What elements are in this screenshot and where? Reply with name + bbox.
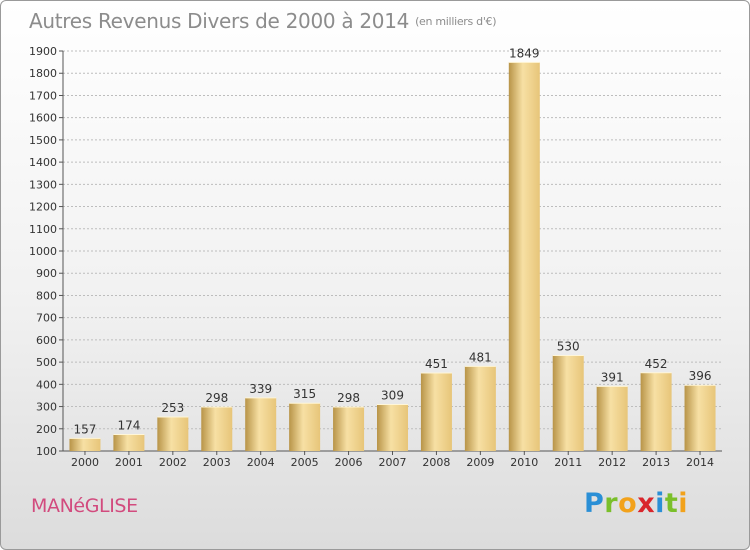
y-tick-label: 1600 [29, 112, 57, 125]
bar-value-label: 298 [337, 391, 360, 405]
bar-value-label: 298 [205, 391, 228, 405]
bar [420, 373, 452, 451]
bar [552, 355, 584, 451]
x-tick-label: 2000 [71, 456, 99, 469]
chart-title: Autres Revenus Divers de 2000 à 2014 (en … [29, 9, 497, 33]
x-tick-label: 2014 [686, 456, 714, 469]
proxiti-logo[interactable]: Proxiti [584, 488, 688, 519]
x-tick-label: 2011 [554, 456, 582, 469]
bar-value-label: 174 [117, 419, 140, 433]
logo-letter: i [678, 488, 689, 519]
y-tick-label: 1700 [29, 89, 57, 102]
chart-subtitle: (en milliers d'€) [415, 15, 497, 28]
logo-letter: P [584, 488, 605, 519]
logo-letter: i [655, 488, 665, 519]
bar [289, 403, 321, 451]
bar-value-label: 315 [293, 387, 316, 401]
chart-title-text: Autres Revenus Divers de 2000 à 2014 [29, 9, 410, 33]
y-tick-label: 100 [36, 445, 57, 458]
bar [201, 407, 233, 451]
bar-value-label: 451 [425, 357, 448, 371]
bar [245, 397, 277, 451]
y-tick-label: 1500 [29, 134, 57, 147]
x-tick-label: 2002 [159, 456, 187, 469]
commune-name: MANéGLISE [31, 495, 138, 517]
bar [377, 404, 408, 451]
x-tick-label: 2009 [466, 456, 494, 469]
y-tick-label: 1400 [29, 156, 57, 169]
y-tick-label: 1300 [29, 178, 57, 191]
bar-value-label: 396 [689, 369, 712, 383]
y-tick-label: 600 [36, 334, 57, 347]
bar-value-label: 253 [161, 401, 184, 415]
logo-letter: t [664, 488, 679, 519]
bar-value-label: 481 [469, 350, 492, 364]
x-tick-label: 2012 [598, 456, 626, 469]
y-tick-label: 1900 [29, 45, 57, 58]
x-tick-label: 2006 [335, 456, 363, 469]
x-tick-label: 2010 [510, 456, 538, 469]
bar [113, 434, 145, 451]
bar-value-label: 339 [249, 382, 272, 396]
y-tick-label: 1000 [29, 245, 57, 258]
y-tick-label: 300 [36, 401, 57, 414]
x-tick-label: 2004 [247, 456, 275, 469]
bar-value-label: 530 [557, 339, 580, 353]
x-tick-label: 2005 [291, 456, 319, 469]
y-tick-label: 700 [36, 312, 57, 325]
bar-value-label: 391 [601, 370, 624, 384]
bar [69, 438, 101, 451]
y-tick-label: 1100 [29, 223, 57, 236]
x-tick-label: 2003 [203, 456, 231, 469]
y-tick-label: 400 [36, 378, 57, 391]
y-tick-label: 900 [36, 267, 57, 280]
y-tick-label: 500 [36, 356, 57, 369]
logo-letter: r [604, 488, 619, 519]
bar [508, 62, 540, 451]
y-tick-label: 1800 [29, 67, 57, 80]
bar-value-label: 1849 [509, 46, 540, 60]
bar [157, 417, 189, 451]
bar-value-label: 157 [74, 422, 97, 436]
bar-value-label: 452 [645, 357, 668, 371]
logo-letter: x [637, 488, 656, 519]
x-tick-label: 2007 [379, 456, 407, 469]
bar [333, 407, 365, 451]
logo-letter: o [618, 488, 638, 519]
bar [464, 366, 496, 451]
bar [596, 386, 628, 451]
x-tick-label: 2013 [642, 456, 670, 469]
y-tick-label: 1200 [29, 201, 57, 214]
x-tick-label: 2008 [422, 456, 450, 469]
bar [640, 372, 672, 451]
bar-value-label: 309 [381, 389, 404, 403]
bar [684, 385, 716, 451]
x-tick-label: 2001 [115, 456, 143, 469]
y-tick-label: 200 [36, 423, 57, 436]
y-tick-label: 800 [36, 289, 57, 302]
